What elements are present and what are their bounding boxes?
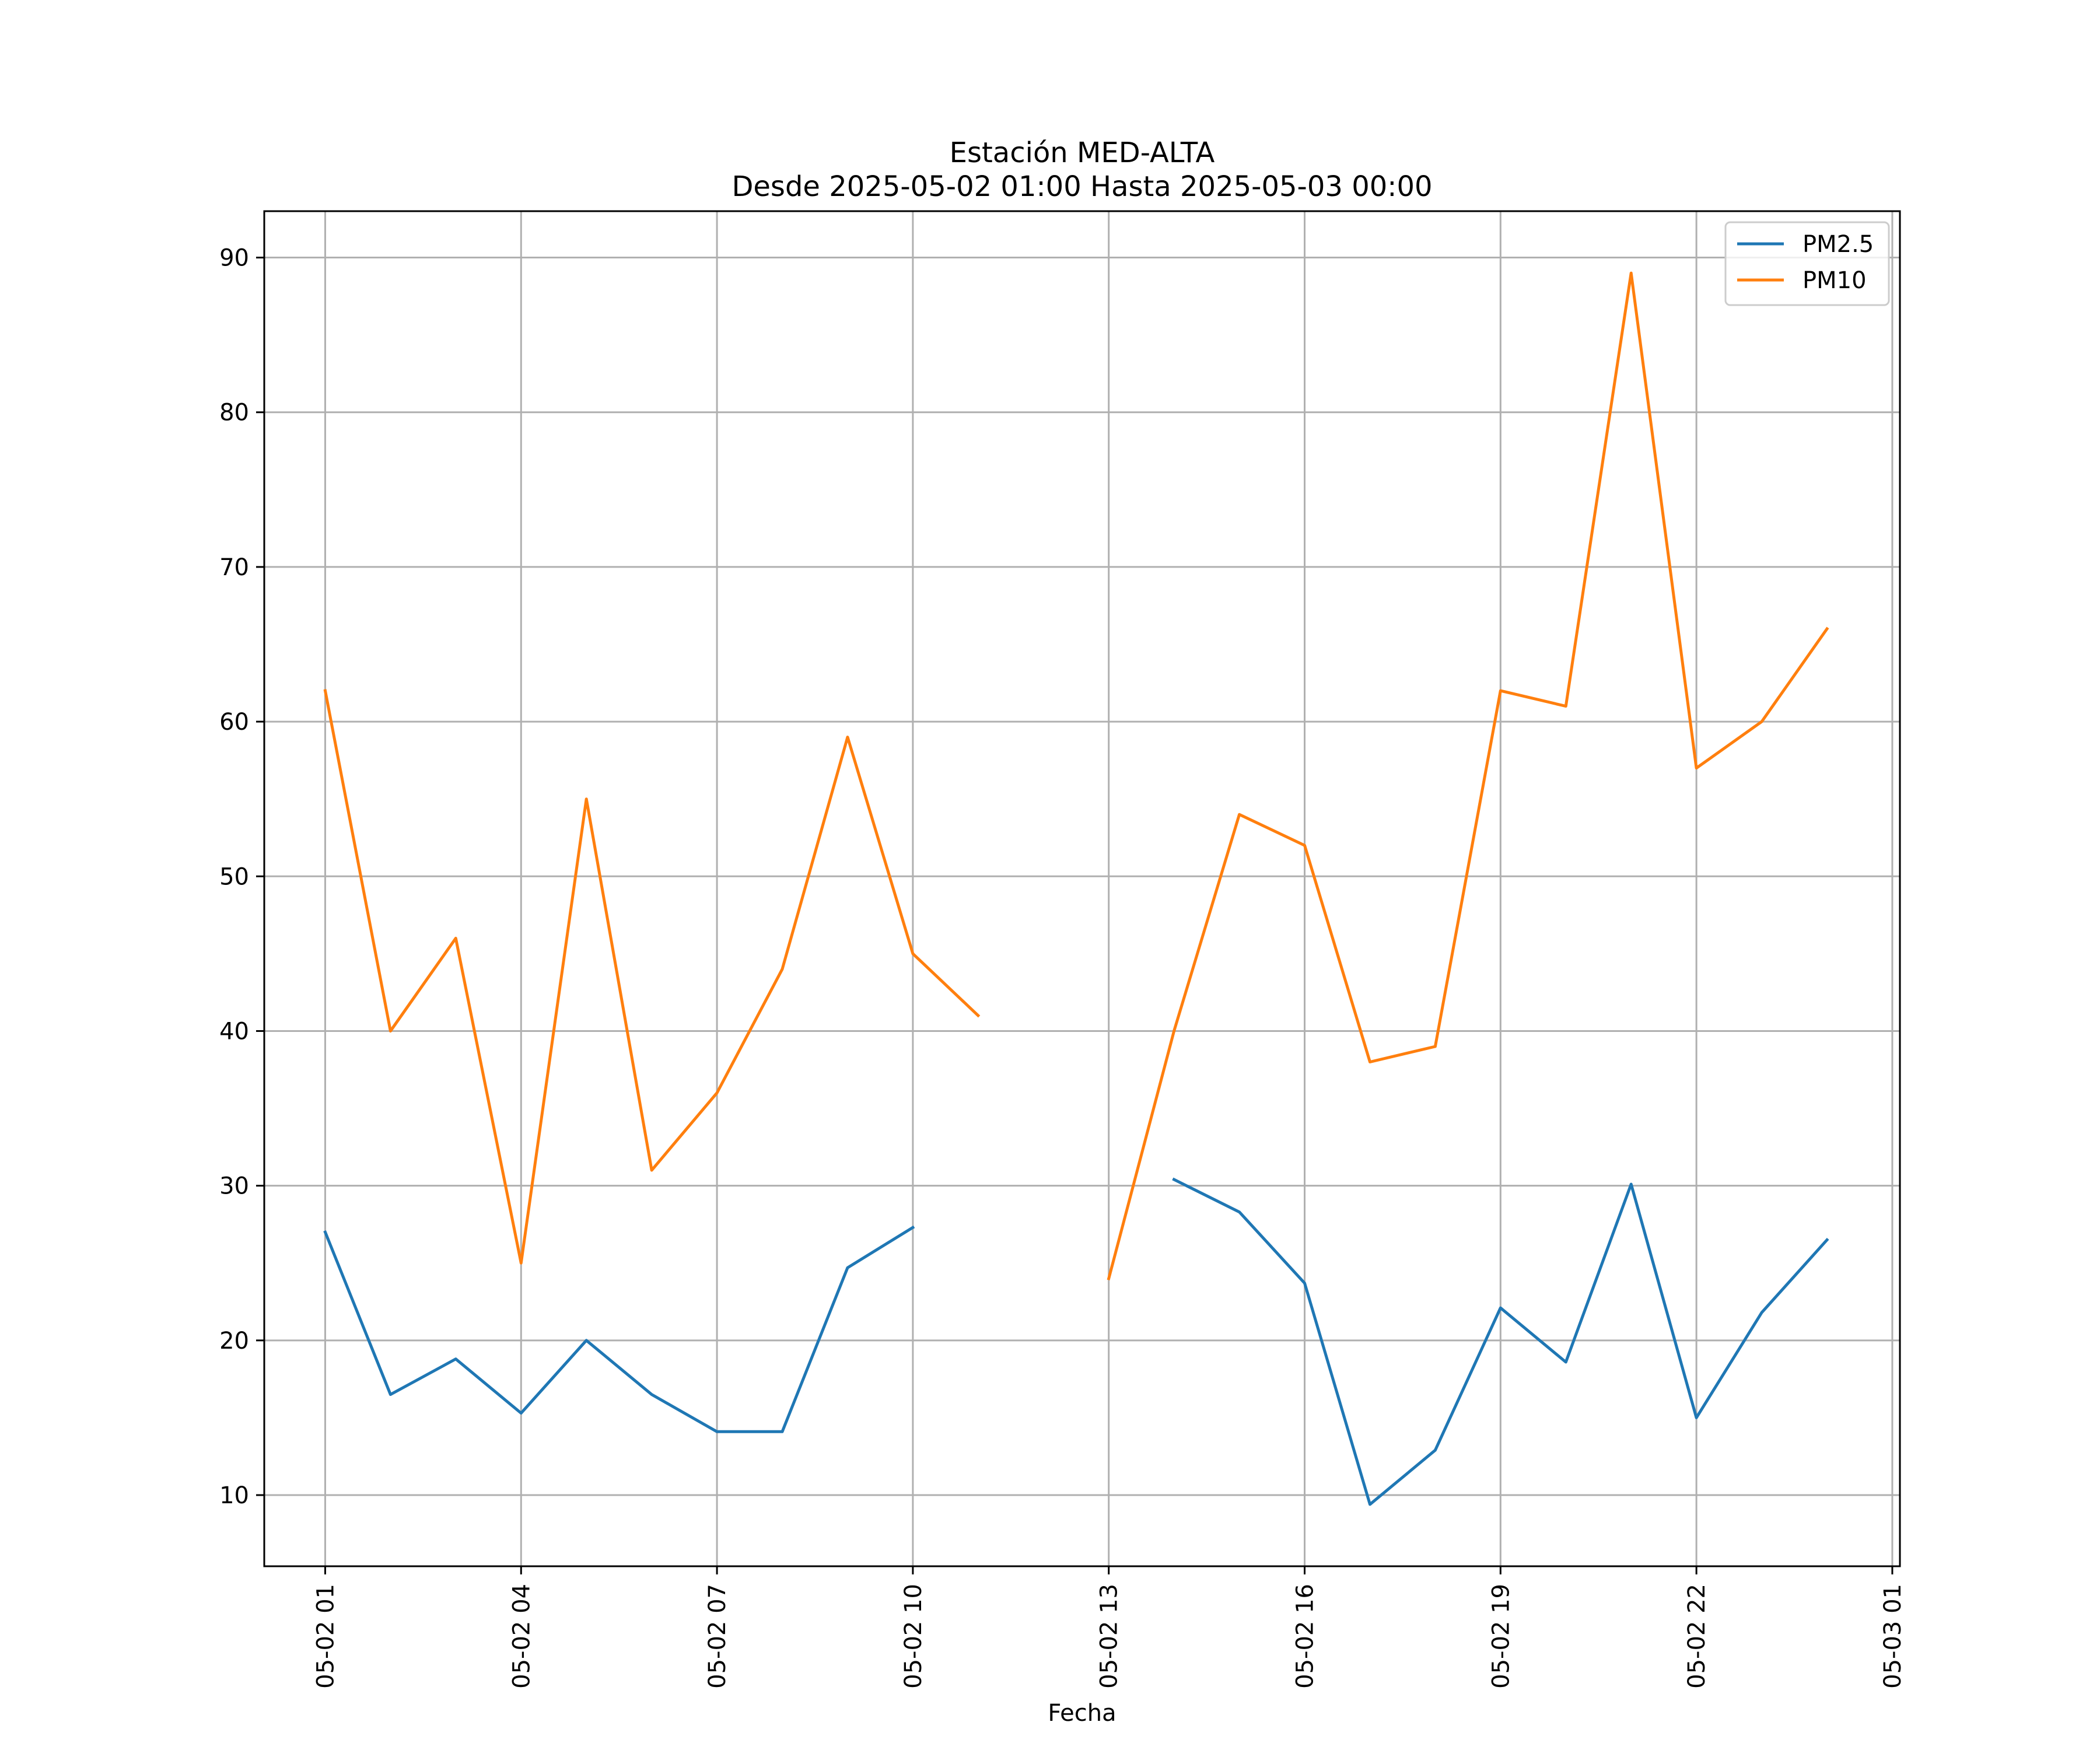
- x-tick-label: 05-02 19: [1488, 1584, 1514, 1689]
- grid-layer: [264, 211, 1900, 1566]
- x-tick-label: 05-02 13: [1096, 1584, 1123, 1689]
- y-tick-label: 50: [219, 863, 249, 890]
- x-tick-label: 05-02 04: [508, 1584, 535, 1689]
- y-tick-label: 70: [219, 554, 249, 581]
- plot-frame: [263, 210, 1901, 1567]
- legend: PM2.5 PM10: [1724, 221, 1890, 306]
- y-tick-label: 20: [219, 1328, 249, 1354]
- x-axis: 05-02 01 05-02 04 05-02 07 05-02 10 05-02 13…: [312, 1566, 1906, 1689]
- y-tick-label: 30: [219, 1173, 249, 1200]
- chart-subtitle: Desde 2025-05-02 01:00 Hasta 2025-05-03 …: [732, 170, 1432, 203]
- series-line-1: [323, 271, 1829, 1280]
- legend-label: PM2.5: [1803, 231, 1874, 258]
- x-tick-label: 05-03 01: [1880, 1584, 1906, 1689]
- series-layer: [323, 271, 1829, 1506]
- y-tick-label: 90: [219, 245, 249, 272]
- x-tick-label: 05-02 22: [1684, 1584, 1710, 1689]
- y-tick-label: 10: [219, 1482, 249, 1509]
- y-tick-label: 40: [219, 1018, 249, 1045]
- x-tick-label: 05-02 10: [900, 1584, 927, 1689]
- legend-label: PM10: [1803, 267, 1867, 294]
- y-tick-label: 60: [219, 709, 249, 736]
- y-axis: 10 20 30 40 50 60 70 80 90: [219, 245, 264, 1509]
- series-line-0: [323, 1177, 1829, 1506]
- x-tick-label: 05-02 16: [1292, 1584, 1319, 1689]
- x-tick-label: 05-02 07: [704, 1584, 731, 1689]
- y-tick-label: 80: [219, 400, 249, 426]
- x-axis-label: Fecha: [1048, 1700, 1116, 1727]
- x-tick-label: 05-02 01: [312, 1584, 339, 1689]
- chart-title: Estación MED-ALTA: [950, 136, 1215, 169]
- legend-items: PM2.5 PM10: [1737, 231, 1874, 294]
